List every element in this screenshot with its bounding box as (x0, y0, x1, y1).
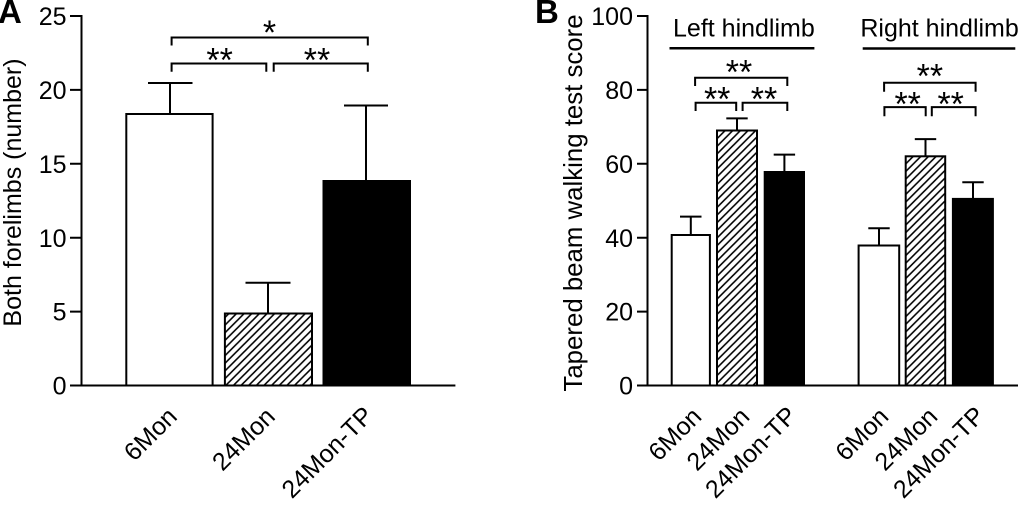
svg-text:**: ** (917, 58, 943, 96)
svg-text:A: A (0, 0, 22, 30)
svg-text:*: * (263, 14, 276, 52)
svg-text:Tapered beam walking test scor: Tapered beam walking test score (560, 14, 588, 391)
svg-text:25: 25 (39, 3, 67, 31)
svg-text:**: ** (304, 42, 330, 80)
svg-text:Both forelimbs (number): Both forelimbs (number) (0, 58, 27, 326)
svg-text:100: 100 (591, 3, 633, 31)
svg-text:**: ** (894, 85, 920, 123)
svg-text:**: ** (704, 81, 730, 119)
svg-text:Left hindlimb: Left hindlimb (673, 14, 815, 42)
svg-text:20: 20 (605, 299, 633, 327)
svg-text:80: 80 (605, 77, 633, 105)
svg-text:40: 40 (605, 225, 633, 253)
svg-text:15: 15 (39, 151, 67, 179)
svg-text:**: ** (206, 42, 232, 80)
svg-text:Right hindlimb: Right hindlimb (860, 14, 1018, 42)
svg-text:60: 60 (605, 151, 633, 179)
svg-text:**: ** (751, 81, 777, 119)
svg-text:**: ** (726, 54, 752, 92)
svg-text:**: ** (937, 85, 963, 123)
svg-text:10: 10 (39, 225, 67, 253)
svg-text:20: 20 (39, 77, 67, 105)
svg-text:5: 5 (53, 299, 67, 327)
svg-text:0: 0 (619, 373, 633, 401)
svg-text:B: B (535, 0, 559, 30)
svg-text:0: 0 (53, 373, 67, 401)
